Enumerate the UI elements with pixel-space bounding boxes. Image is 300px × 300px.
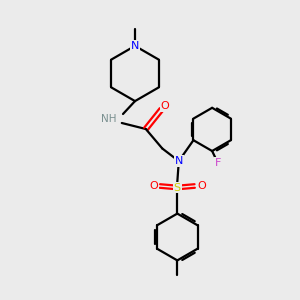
Text: F: F: [215, 158, 221, 168]
Text: O: O: [197, 181, 206, 191]
Text: N: N: [175, 156, 183, 166]
Text: S: S: [174, 182, 181, 193]
Text: O: O: [149, 181, 158, 191]
Text: O: O: [160, 101, 169, 111]
Text: NH: NH: [101, 114, 117, 124]
Text: N: N: [131, 41, 139, 51]
